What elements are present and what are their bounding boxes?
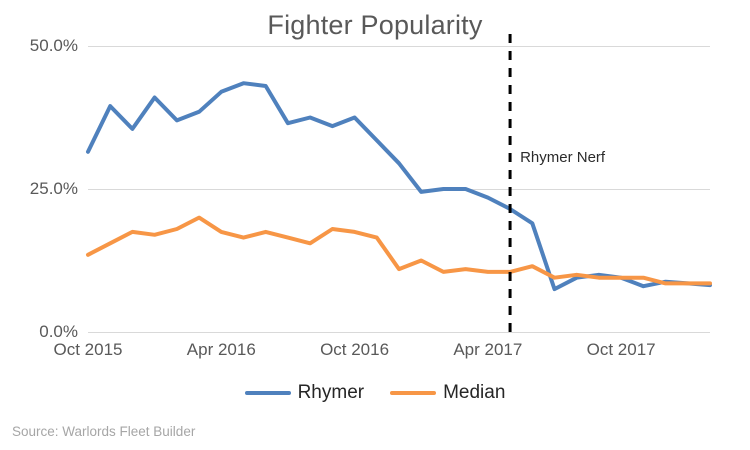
legend-label-median: Median xyxy=(443,382,506,403)
legend-swatch-median xyxy=(390,391,437,395)
series-line-rhymer xyxy=(86,81,712,292)
legend-label-rhymer: Rhymer xyxy=(297,382,365,403)
x-axis: Oct 2015 Apr 2016 Oct 2016 Apr 2017 Oct 2017 xyxy=(0,340,750,366)
chart-title: Fighter Popularity xyxy=(267,10,483,40)
plot-area: 50.0% 25.0% 0.0% Rhymer Nerf xyxy=(30,34,712,341)
x-axis-tick-1: Apr 2016 xyxy=(186,340,256,359)
legend-swatch-rhymer xyxy=(244,391,291,395)
y-axis-tick-50: 50.0% xyxy=(29,36,78,55)
x-axis-tick-3: Apr 2017 xyxy=(453,340,523,359)
gridline-50: 50.0% xyxy=(30,36,710,55)
gridline-0: 0.0% xyxy=(39,322,710,341)
gridline-25: 25.0% xyxy=(30,179,710,198)
x-axis-tick-0: Oct 2015 xyxy=(53,340,123,359)
x-axis-tick-2: Oct 2016 xyxy=(320,340,390,359)
legend-item-rhymer[interactable]: Rhymer xyxy=(244,382,365,404)
y-axis-tick-0: 0.0% xyxy=(39,322,78,341)
annotation-rhymer-nerf: Rhymer Nerf xyxy=(520,149,606,166)
series-lines xyxy=(86,34,712,338)
y-axis-tick-25: 25.0% xyxy=(29,179,78,198)
source-note: Source: Warlords Fleet Builder xyxy=(12,424,196,439)
series-line-median xyxy=(86,215,712,286)
legend-item-median[interactable]: Median xyxy=(390,382,505,404)
chart-legend: Rhymer Median xyxy=(0,382,750,404)
x-axis-tick-4: Oct 2017 xyxy=(586,340,656,359)
